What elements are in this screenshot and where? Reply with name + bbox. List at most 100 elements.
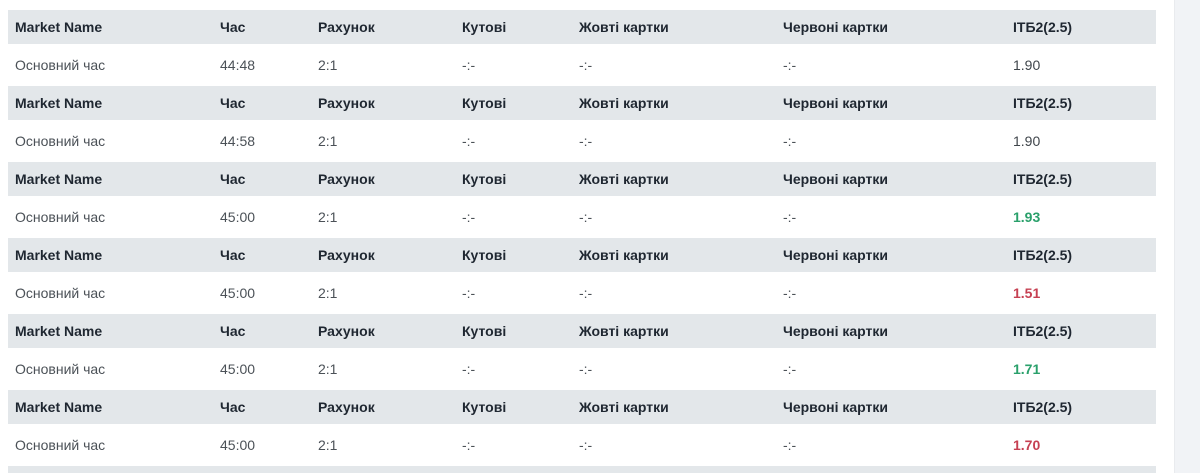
column-header-time: Час	[220, 171, 246, 187]
cell-corners: -:-	[462, 285, 476, 301]
column-header-red-cards: Червоні картки	[783, 19, 889, 35]
odds-value: 1.51	[1013, 285, 1041, 301]
column-header-market-name: Market Name	[15, 95, 103, 111]
odds-value: 1.71	[1013, 361, 1041, 377]
column-header-yellow-cards: Жовті картки	[579, 19, 669, 35]
cell-red-cards: -:-	[783, 57, 797, 73]
cell-red-cards: -:-	[783, 285, 797, 301]
markets-table: Market Name Час Рахунок Кутові Жовті картки Ч…	[8, 10, 1156, 473]
cell-score: 2:1	[318, 437, 338, 453]
market-data-row: Основний час 45:00 2:1 -:- -:- -:- 1.51	[8, 272, 1156, 314]
column-header-score: Рахунок	[318, 247, 375, 263]
column-header-time: Час	[220, 95, 246, 111]
cell-yellow-cards: -:-	[579, 285, 593, 301]
market-data-row: Основний час 44:48 2:1 -:- -:- -:- 1.90	[8, 44, 1156, 86]
odds-value: 1.70	[1013, 437, 1041, 453]
column-header-time: Час	[220, 399, 246, 415]
column-header-odd: ІТБ2(2.5)	[1013, 247, 1073, 263]
cell-red-cards: -:-	[783, 209, 797, 225]
column-header-yellow-cards: Жовті картки	[579, 247, 669, 263]
cell-yellow-cards: -:-	[579, 133, 593, 149]
cell-corners: -:-	[462, 361, 476, 377]
market-header-row: Market Name Час Рахунок Кутові Жовті картки Ч…	[8, 162, 1156, 196]
market-data-row: Основний час 45:00 2:1 -:- -:- -:- 1.70	[8, 424, 1156, 466]
column-header-odd: ІТБ2(2.5)	[1013, 95, 1073, 111]
column-header-red-cards: Червоні картки	[783, 95, 889, 111]
market-block: Market Name Час Рахунок Кутові Жовті картки Ч…	[8, 238, 1156, 314]
odds-value: 1.93	[1013, 209, 1041, 225]
market-header-row: Market Name Час Рахунок Кутові Жовті картки Ч…	[8, 238, 1156, 272]
cell-score: 2:1	[318, 285, 338, 301]
cell-corners: -:-	[462, 133, 476, 149]
column-header-time: Час	[220, 323, 246, 339]
column-header-market-name: Market Name	[15, 19, 103, 35]
column-header-red-cards: Червоні картки	[783, 399, 889, 415]
odds-value: 1.90	[1013, 57, 1041, 73]
cell-market-name: Основний час	[15, 361, 106, 377]
cell-score: 2:1	[318, 133, 338, 149]
cell-yellow-cards: -:-	[579, 437, 593, 453]
market-data-row: Основний час 44:58 2:1 -:- -:- -:- 1.90	[8, 120, 1156, 162]
column-header-score: Рахунок	[318, 323, 375, 339]
market-header-row: Market Name Час Рахунок Кутові Жовті картки Ч…	[8, 390, 1156, 424]
cell-time: 44:58	[220, 133, 256, 149]
column-header-corners: Кутові	[462, 171, 507, 187]
column-header-score: Рахунок	[318, 95, 375, 111]
column-header-time: Час	[220, 247, 246, 263]
cell-yellow-cards: -:-	[579, 361, 593, 377]
column-header-corners: Кутові	[462, 95, 507, 111]
column-header-yellow-cards: Жовті картки	[579, 171, 669, 187]
column-header-red-cards: Червоні картки	[783, 323, 889, 339]
column-header-market-name: Market Name	[15, 171, 103, 187]
column-header-score: Рахунок	[318, 19, 375, 35]
column-header-red-cards: Червоні картки	[783, 247, 889, 263]
column-header-market-name: Market Name	[15, 323, 103, 339]
column-header-corners: Кутові	[462, 399, 507, 415]
cell-time: 45:00	[220, 209, 256, 225]
cell-yellow-cards: -:-	[579, 209, 593, 225]
odds-value: 1.90	[1013, 133, 1041, 149]
cell-market-name: Основний час	[15, 437, 106, 453]
cell-red-cards: -:-	[783, 437, 797, 453]
column-header-corners: Кутові	[462, 247, 507, 263]
cell-market-name: Основний час	[15, 285, 106, 301]
market-header-row: Market Name Час Рахунок Кутові Жовті картки Ч…	[8, 10, 1156, 44]
column-header-red-cards: Червоні картки	[783, 171, 889, 187]
column-header-odd: ІТБ2(2.5)	[1013, 323, 1073, 339]
cell-corners: -:-	[462, 437, 476, 453]
cell-red-cards: -:-	[783, 133, 797, 149]
cell-market-name: Основний час	[15, 209, 106, 225]
page-background-strip	[1174, 0, 1200, 473]
cell-yellow-cards: -:-	[579, 57, 593, 73]
cell-corners: -:-	[462, 209, 476, 225]
column-header-corners: Кутові	[462, 19, 507, 35]
market-data-row: Основний час 45:00 2:1 -:- -:- -:- 1.93	[8, 196, 1156, 238]
cell-market-name: Основний час	[15, 57, 106, 73]
cell-score: 2:1	[318, 209, 338, 225]
column-header-market-name: Market Name	[15, 247, 103, 263]
cell-corners: -:-	[462, 57, 476, 73]
column-header-odd: ІТБ2(2.5)	[1013, 171, 1073, 187]
cell-time: 45:00	[220, 437, 256, 453]
cell-time: 45:00	[220, 285, 256, 301]
cell-time: 45:00	[220, 361, 256, 377]
cell-red-cards: -:-	[783, 361, 797, 377]
column-header-score: Рахунок	[318, 399, 375, 415]
column-header-yellow-cards: Жовті картки	[579, 399, 669, 415]
column-header-odd: ІТБ2(2.5)	[1013, 19, 1073, 35]
column-header-market-name: Market Name	[15, 399, 103, 415]
column-header-score: Рахунок	[318, 171, 375, 187]
market-data-row: Основний час 45:00 2:1 -:- -:- -:- 1.71	[8, 348, 1156, 390]
column-header-time: Час	[220, 19, 246, 35]
cell-score: 2:1	[318, 361, 338, 377]
column-header-odd: ІТБ2(2.5)	[1013, 399, 1073, 415]
cell-market-name: Основний час	[15, 133, 106, 149]
column-header-corners: Кутові	[462, 323, 507, 339]
